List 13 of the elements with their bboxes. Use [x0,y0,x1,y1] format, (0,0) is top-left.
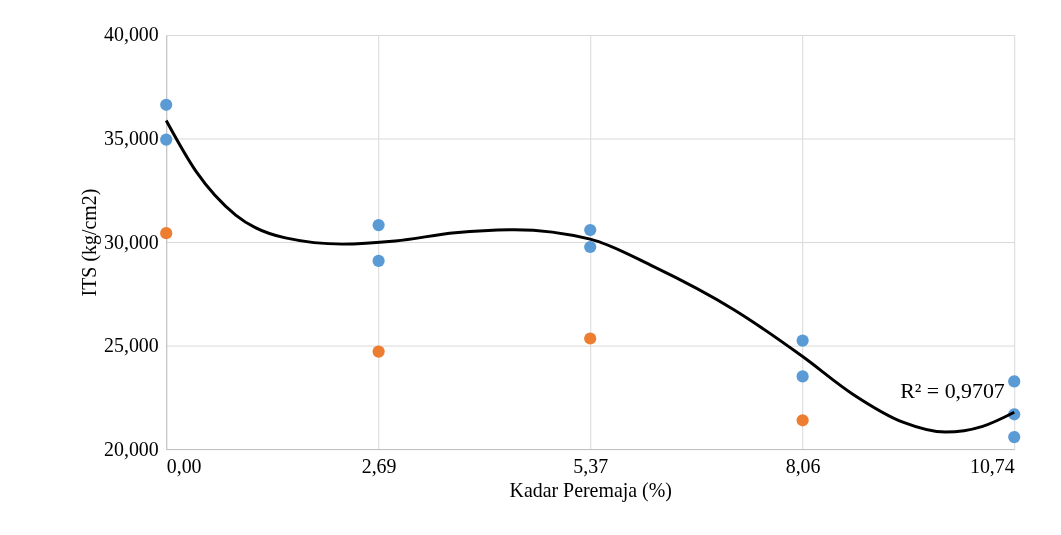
x-axis-title: Kadar Peremaja (%) [509,479,672,503]
y-tick-label: 40,000 [104,23,159,46]
y-tick-label: 20,000 [104,437,159,460]
y-axis-title: ITS (kg/cm2) [78,188,102,297]
x-tick-label: 8,06 [785,455,821,478]
annotation: R² = 0,9707 [900,378,1005,404]
x-tick-label: 10,74 [969,455,1015,478]
y-tick-label: 35,000 [104,127,159,150]
y-tick-label: 30,000 [104,230,159,253]
y-tick-label: 25,000 [104,334,159,357]
x-tick-label: 0,00 [166,455,202,478]
x-tick-label: 2,69 [361,455,397,478]
x-tick-label: 5,37 [573,455,609,478]
